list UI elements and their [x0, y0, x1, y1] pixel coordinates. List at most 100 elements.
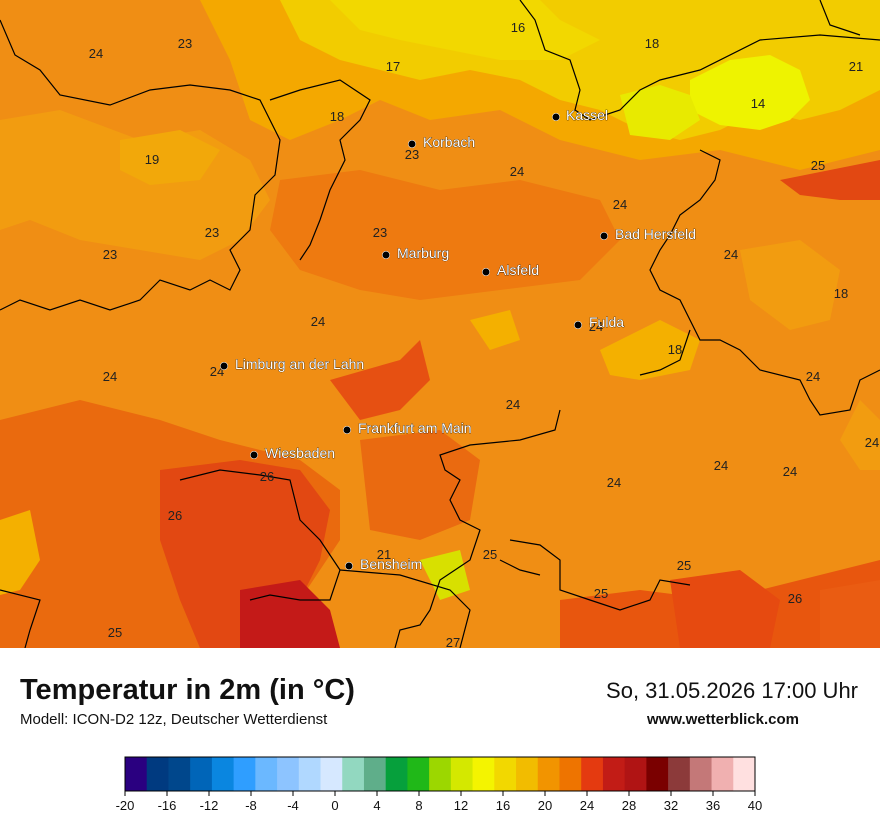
legend-swatch	[211, 757, 235, 791]
city-label: Wiesbaden	[265, 445, 335, 461]
legend-tick-label: 12	[454, 798, 468, 813]
legend-swatch	[646, 757, 669, 791]
legend-ticks: -20 -16 -12 -8 -4 0 4 8 12 16 20 24 28 32 36 40	[116, 791, 762, 813]
temperature-field	[0, 0, 880, 648]
legend-tick-label: 16	[496, 798, 510, 813]
temp-label: 24	[311, 314, 325, 329]
temp-label: 24	[607, 475, 621, 490]
temp-label: 26	[260, 469, 274, 484]
city-label: Limburg an der Lahn	[235, 356, 364, 372]
temp-label: 24	[89, 46, 103, 61]
temp-label: 23	[103, 247, 117, 262]
temp-label: 17	[386, 59, 400, 74]
city-dot	[482, 268, 490, 276]
city-dot	[345, 562, 353, 570]
legend-tick-label: 32	[664, 798, 678, 813]
border-lines	[0, 0, 880, 648]
temperature-map: 16 18 24 23 17 21 14 18 23 19 24 25 24 2…	[0, 0, 880, 648]
temp-label: 24	[806, 369, 820, 384]
temp-label: 14	[751, 96, 765, 111]
temp-label: 21	[849, 59, 863, 74]
temp-label: 25	[483, 547, 497, 562]
temp-label: 16	[511, 20, 525, 35]
city-dot	[220, 362, 228, 370]
legend-swatch	[668, 757, 691, 791]
color-legend: -20 -16 -12 -8 -4 0 4 8 12 16 20 24 28 32 36 40	[116, 756, 762, 813]
legend-swatch	[125, 757, 148, 791]
temp-label: 26	[168, 508, 182, 523]
temperature-labels: 16 18 24 23 17 21 14 18 23 19 24 25 24 2…	[89, 20, 879, 648]
legend-swatch	[320, 757, 343, 791]
website-link[interactable]: www.wetterblick.com	[647, 711, 799, 728]
city-limburg: Limburg an der Lahn	[220, 356, 365, 372]
legend-swatch	[298, 757, 322, 791]
legend-swatch	[711, 757, 734, 791]
city-dot	[250, 451, 258, 459]
legend-swatches	[124, 756, 756, 792]
city-alsfeld: Alsfeld	[482, 262, 539, 278]
legend-swatch	[472, 757, 495, 791]
temp-label: 18	[668, 342, 682, 357]
temp-label: 23	[373, 225, 387, 240]
legend-tick-label: -12	[200, 798, 219, 813]
legend-tick-label: 4	[373, 798, 380, 813]
city-marburg: Marburg	[382, 245, 449, 261]
legend-swatch	[168, 757, 191, 791]
legend-swatch	[602, 757, 626, 791]
temp-label: 27	[446, 635, 460, 648]
city-dot	[574, 321, 582, 329]
city-bad-hersfeld: Bad Hersfeld	[600, 226, 696, 242]
map-footer: Temperatur in 2m (in °C) Modell: ICON-D2…	[0, 648, 880, 830]
temp-label: 26	[788, 591, 802, 606]
temp-label: 18	[645, 36, 659, 51]
temp-label: 24	[724, 247, 738, 262]
city-dot	[552, 113, 560, 121]
legend-tick-label: -4	[287, 798, 299, 813]
city-label: Bensheim	[360, 556, 422, 572]
legend-tick-label: -20	[116, 798, 135, 813]
city-label: Korbach	[423, 134, 475, 150]
temp-label: 25	[677, 558, 691, 573]
legend-tick-label: 28	[622, 798, 636, 813]
temp-label: 25	[108, 625, 122, 640]
temp-label: 18	[834, 286, 848, 301]
city-dot	[343, 426, 351, 434]
forecast-datetime: So, 31.05.2026 17:00 Uhr	[606, 678, 858, 703]
temp-label: 21	[377, 547, 391, 562]
temp-label: 19	[145, 152, 159, 167]
city-label: Fulda	[589, 314, 624, 330]
city-label: Frankfurt am Main	[358, 420, 472, 436]
legend-swatch	[342, 757, 365, 791]
legend-swatch	[190, 757, 213, 791]
legend-swatch	[733, 757, 756, 791]
city-label: Bad Hersfeld	[615, 226, 696, 242]
legend-tick-label: 8	[415, 798, 422, 813]
legend-swatch	[277, 757, 300, 791]
temp-label: 18	[330, 109, 344, 124]
legend-swatch	[516, 757, 539, 791]
city-dot	[382, 251, 390, 259]
temp-label: 23	[178, 36, 192, 51]
legend-tick-label: -8	[245, 798, 257, 813]
city-label: Kassel	[566, 107, 608, 123]
legend-swatch	[233, 757, 256, 791]
temp-label: 25	[594, 586, 608, 601]
temp-label: 24	[506, 397, 520, 412]
legend-swatch	[363, 757, 387, 791]
legend-tick-label: 24	[580, 798, 594, 813]
city-wiesbaden: Wiesbaden	[250, 445, 335, 461]
temp-label: 24	[714, 458, 728, 473]
legend-swatch	[581, 757, 604, 791]
legend-tick-label: 20	[538, 798, 552, 813]
city-frankfurt: Frankfurt am Main	[343, 420, 472, 436]
legend-tick-label: 0	[331, 798, 338, 813]
temp-label: 23	[205, 225, 219, 240]
legend-swatch	[407, 757, 430, 791]
legend-swatch	[146, 757, 169, 791]
city-label: Alsfeld	[497, 262, 539, 278]
legend-swatch	[689, 757, 713, 791]
temp-label: 24	[783, 464, 797, 479]
legend-swatch	[429, 757, 452, 791]
temp-label: 23	[405, 147, 419, 162]
legend-border	[124, 756, 756, 792]
